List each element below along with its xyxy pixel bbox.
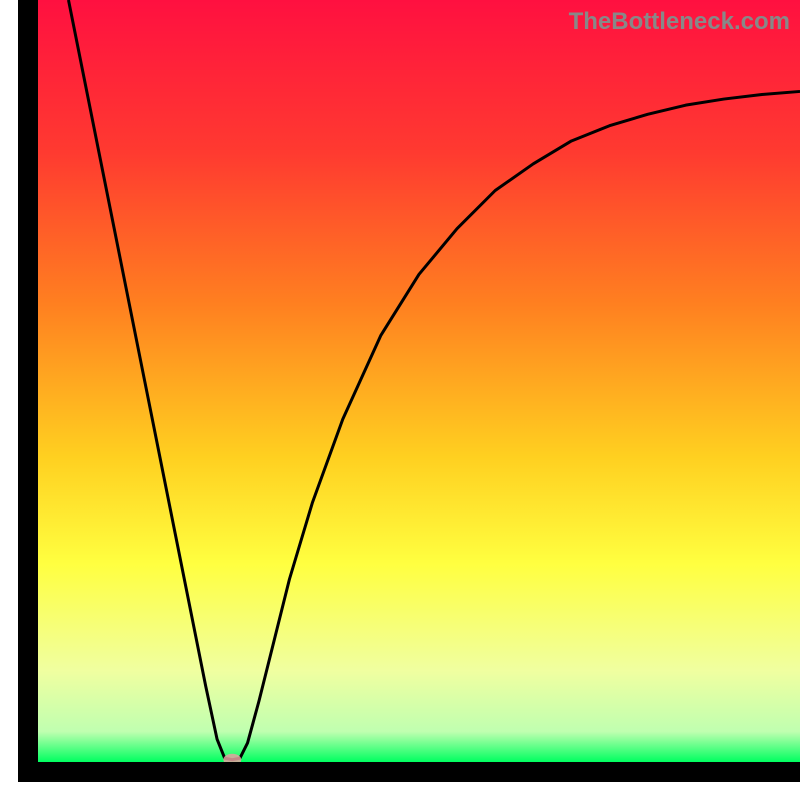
- x-axis: [18, 762, 800, 782]
- chart-container: TheBottleneck.com: [0, 0, 800, 800]
- watermark-text: TheBottleneck.com: [569, 8, 790, 36]
- curve-line: [38, 0, 800, 762]
- plot-area: [38, 0, 800, 762]
- bottleneck-curve: [68, 0, 800, 760]
- y-axis: [18, 0, 38, 782]
